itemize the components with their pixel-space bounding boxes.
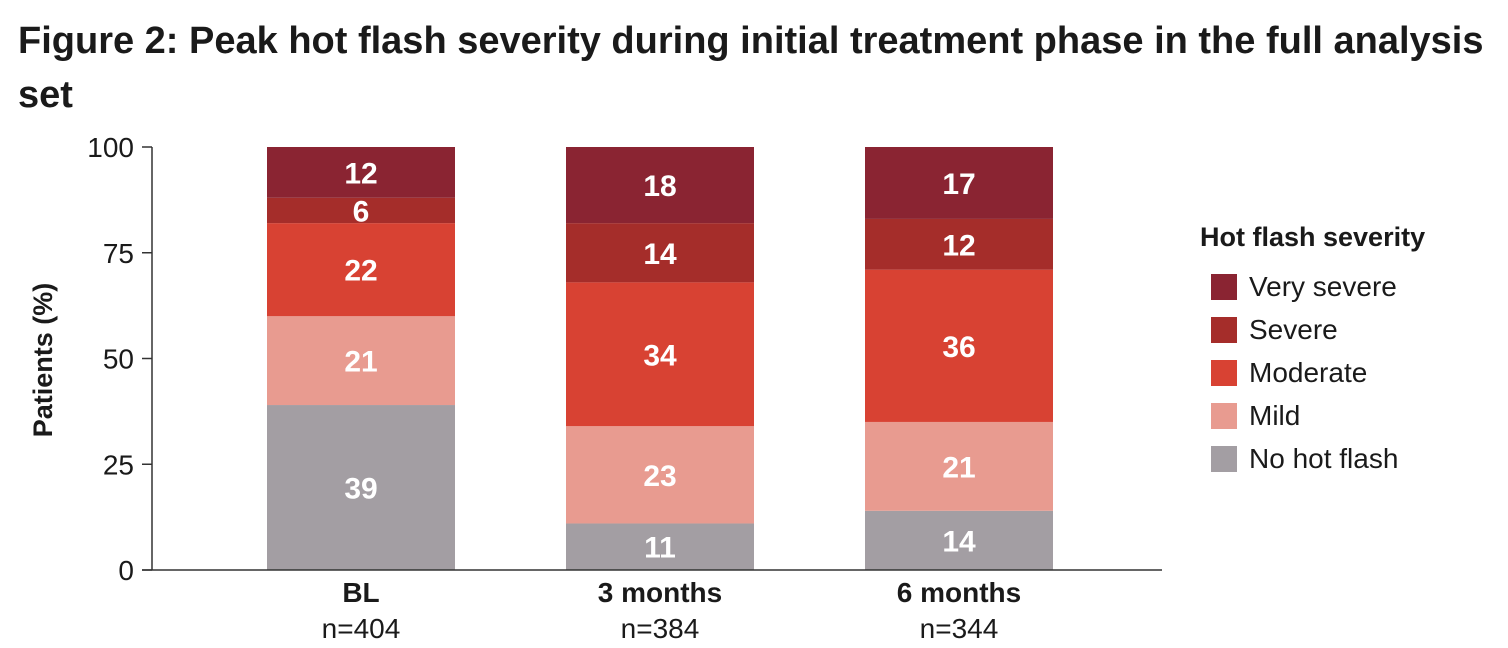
data-label: 36 bbox=[942, 331, 975, 364]
x-tick-sublabel: n=344 bbox=[920, 613, 999, 644]
bar-segment-6-months-no-hot-flash bbox=[865, 510, 1053, 570]
bar-segment-bl-severe bbox=[267, 197, 455, 224]
legend-item-moderate: Moderate bbox=[1200, 351, 1425, 394]
data-label: 14 bbox=[643, 238, 677, 271]
data-label: 21 bbox=[942, 451, 975, 484]
bar-segment-6-months-mild bbox=[865, 421, 1053, 511]
data-label: 21 bbox=[344, 346, 377, 379]
chart-legend: Hot flash severity Very severe Severe Mo… bbox=[1200, 222, 1425, 480]
x-tick-sublabel: n=384 bbox=[621, 613, 700, 644]
bar-segment-bl-very-severe bbox=[267, 147, 455, 198]
legend-label: Very severe bbox=[1249, 270, 1397, 302]
legend-swatch bbox=[1211, 273, 1237, 300]
y-tick-label: 75 bbox=[103, 238, 134, 269]
legend-label: Moderate bbox=[1249, 356, 1368, 388]
x-tick-sublabel: n=404 bbox=[322, 613, 401, 644]
legend-swatch bbox=[1211, 445, 1237, 472]
bar-segment-6-months-severe bbox=[865, 218, 1053, 270]
y-tick-label: 50 bbox=[103, 344, 134, 375]
legend-item-no-hot-flash: No hot flash bbox=[1200, 437, 1425, 480]
bar-segment-3-months-no-hot-flash bbox=[566, 523, 754, 570]
legend-title: Hot flash severity bbox=[1200, 222, 1426, 252]
bar-segment-3-months-mild bbox=[566, 426, 754, 524]
y-tick-label: 100 bbox=[87, 132, 134, 163]
legend-label: Severe bbox=[1249, 313, 1338, 345]
bar-segment-3-months-moderate bbox=[566, 282, 754, 427]
bar-segment-6-months-moderate bbox=[865, 269, 1053, 422]
bar-segment-bl-moderate bbox=[267, 223, 455, 317]
data-label: 23 bbox=[643, 460, 676, 493]
x-tick-label: 6 months bbox=[897, 577, 1021, 608]
y-axis-label: Patients (%) bbox=[28, 283, 58, 438]
data-label: 34 bbox=[643, 339, 677, 372]
data-label: 22 bbox=[344, 255, 377, 288]
legend-swatch bbox=[1211, 316, 1237, 343]
data-label: 11 bbox=[644, 532, 676, 565]
bar-segment-3-months-very-severe bbox=[566, 147, 754, 224]
bar-segment-bl-mild bbox=[267, 316, 455, 406]
bar-segment-bl-no-hot-flash bbox=[267, 405, 455, 570]
legend-item-severe: Severe bbox=[1200, 308, 1425, 351]
x-tick-label: 3 months bbox=[598, 577, 722, 608]
bar-segment-6-months-very-severe bbox=[865, 147, 1053, 219]
legend-label: No hot flash bbox=[1249, 442, 1399, 474]
legend-item-very-severe: Very severe bbox=[1200, 265, 1425, 308]
legend-item-mild: Mild bbox=[1200, 394, 1425, 437]
data-label: 17 bbox=[942, 168, 975, 201]
x-tick-label: BL bbox=[342, 577, 379, 608]
data-label: 18 bbox=[643, 170, 676, 203]
data-label: 12 bbox=[942, 229, 975, 262]
y-tick-label: 25 bbox=[103, 449, 134, 480]
y-tick-label: 0 bbox=[118, 555, 134, 586]
chart-title: Figure 2: Peak hot flash severity during… bbox=[18, 20, 1484, 116]
bar-segment-3-months-severe bbox=[566, 223, 754, 283]
data-label: 6 bbox=[353, 195, 370, 228]
data-label: 14 bbox=[942, 525, 976, 558]
legend-label: Mild bbox=[1249, 399, 1301, 431]
legend-swatch bbox=[1211, 359, 1237, 386]
data-label: 39 bbox=[344, 473, 377, 506]
data-label: 12 bbox=[344, 157, 377, 190]
legend-swatch bbox=[1211, 402, 1237, 429]
